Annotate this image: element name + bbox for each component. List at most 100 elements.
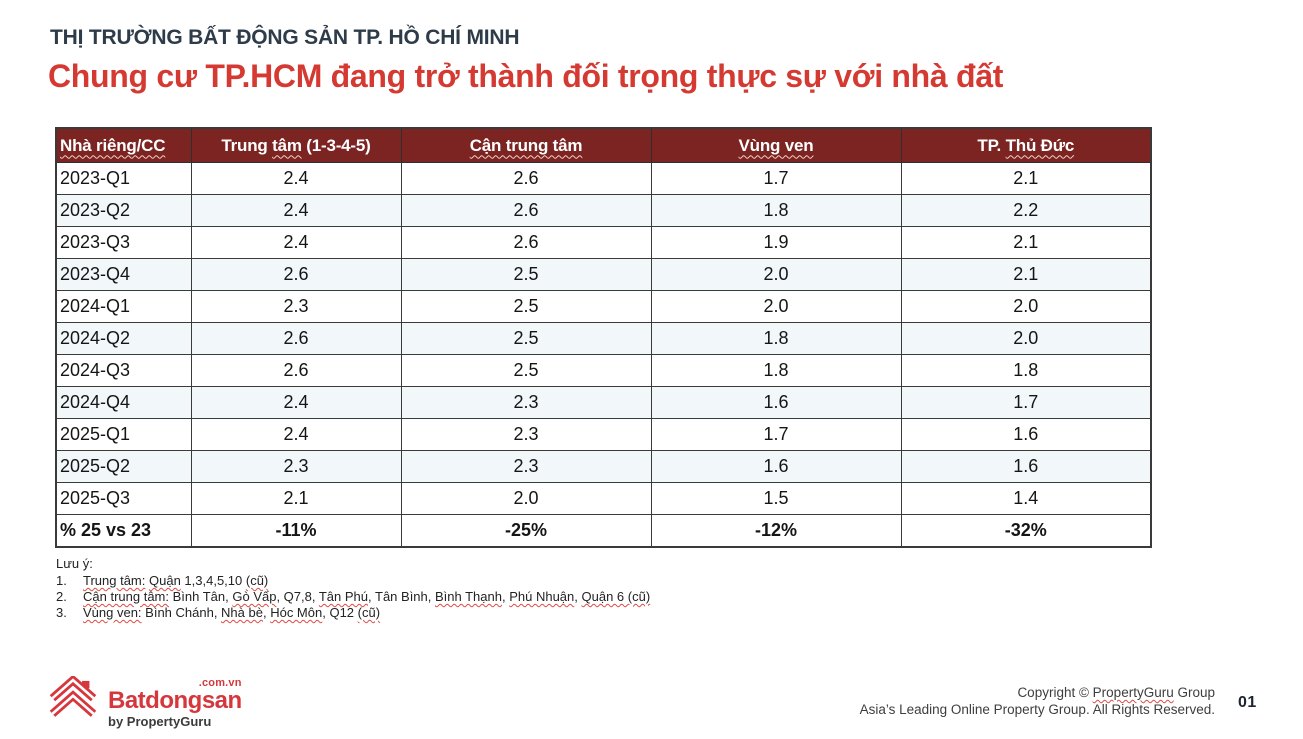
table-cell: 1.6 [650, 450, 902, 483]
row-label: 2025-Q3 [55, 482, 192, 515]
table-row: 2023-Q3 2.4 2.6 1.9 2.1 [55, 226, 1152, 259]
table-cell: 1.5 [650, 482, 902, 515]
note-number: 1. [56, 573, 67, 588]
text-segment: Bình Thạnh [434, 589, 502, 604]
text-segment: Copyright © [1017, 685, 1093, 700]
column-header: Cận trung tâm [400, 127, 652, 163]
table-cell: 2.5 [400, 290, 652, 323]
table-cell: 2.0 [400, 482, 652, 515]
copyright-line: Copyright © PropertyGuru Group [860, 684, 1215, 701]
note-item: 2. Cận trung tâm: Bình Tân, Gò Vấp, Q7,8,… [56, 589, 816, 605]
footnotes: Lưu ý: 1. Trung tâm: Quận 1,3,4,5,10 (cũ)… [56, 556, 816, 621]
text-segment: TP. [977, 135, 1006, 155]
table-cell: 2.0 [650, 290, 902, 323]
row-label: 2024-Q1 [55, 290, 192, 323]
row-label: 2023-Q1 [55, 162, 192, 195]
text-segment: Thủ Đức [1005, 135, 1075, 155]
slide-kicker: THỊ TRƯỜNG BẤT ĐỘNG SẢN TP. HỒ CHÍ MINH [50, 26, 520, 49]
note-number: 3. [56, 605, 67, 620]
table-row: % 25 vs 23 -11% -25% -12% -32% [55, 514, 1152, 548]
table-cell: 1.9 [650, 226, 902, 259]
table-cell: -32% [900, 514, 1152, 548]
table-cell: 2.4 [190, 226, 402, 259]
table-cell: -25% [400, 514, 652, 548]
text-segment: Cận trung tâm: [83, 589, 169, 604]
row-label: 2024-Q3 [55, 354, 192, 387]
table-cell: 2.5 [400, 258, 652, 291]
table-row: 2025-Q2 2.3 2.3 1.6 1.6 [55, 450, 1152, 483]
table-cell: 2.4 [190, 418, 402, 451]
table-cell: -12% [650, 514, 902, 548]
row-label: 2023-Q2 [55, 194, 192, 227]
table-row: 2024-Q1 2.3 2.5 2.0 2.0 [55, 290, 1152, 323]
table-cell: 1.8 [900, 354, 1152, 387]
text-segment: 1,3,4,5,10 [180, 573, 246, 588]
text-segment: Tân Phú [318, 589, 369, 604]
table-cell: 2.3 [190, 290, 402, 323]
table-cell: 2.5 [400, 354, 652, 387]
text-segment: (cũ) [245, 573, 269, 588]
logo-text: .com.vn Batdongsan by PropertyGuru [108, 676, 242, 730]
price-index-table: Nhà riêng/CC Trung tâm (1-3-4-5) Cận trung… [55, 127, 1152, 548]
table-cell: 2.3 [400, 418, 652, 451]
table-cell: 1.7 [650, 162, 902, 195]
table-row: 2023-Q2 2.4 2.6 1.8 2.2 [55, 194, 1152, 227]
note-item: 3. Vùng ven: Bình Chánh, Nhà bè, Hóc Môn,… [56, 605, 816, 621]
brand-name: Batdongsan [108, 687, 242, 714]
table-header-row: Nhà riêng/CC Trung tâm (1-3-4-5) Cận trung… [55, 127, 1152, 163]
table-cell: 2.0 [900, 290, 1152, 323]
table-cell: 2.2 [900, 194, 1152, 227]
text-segment: Nhà bè [221, 605, 263, 620]
batdongsan-logo: .com.vn Batdongsan by PropertyGuru [44, 676, 242, 729]
text-segment: Trung tâm: [83, 573, 146, 588]
text-segment: Phú Nhuận [509, 589, 575, 604]
row-label: 2025-Q1 [55, 418, 192, 451]
text-segment: Bình Tân, [169, 589, 233, 604]
text-segment: Gò Vấp [232, 589, 277, 604]
column-header: Nhà riêng/CC [55, 127, 192, 163]
table-cell: 2.6 [400, 162, 652, 195]
text-segment: , [262, 605, 271, 620]
table-row: 2024-Q3 2.6 2.5 1.8 1.8 [55, 354, 1152, 387]
row-label: 2023-Q4 [55, 258, 192, 291]
table-cell: 2.6 [190, 322, 402, 355]
column-header: Trung tâm (1-3-4-5) [190, 127, 402, 163]
table-cell: 2.6 [400, 226, 652, 259]
row-label: 2024-Q4 [55, 386, 192, 419]
note-text: Vùng ven: Bình Chánh, Nhà bè, Hóc Môn, Q… [83, 605, 380, 621]
table-row: 2023-Q1 2.4 2.6 1.7 2.1 [55, 162, 1152, 195]
table-cell: 2.3 [400, 386, 652, 419]
footnotes-list: 1. Trung tâm: Quận 1,3,4,5,10 (cũ) 2. Cận t… [56, 573, 816, 621]
table-cell: 2.1 [900, 258, 1152, 291]
table-cell: 2.0 [900, 322, 1152, 355]
text-segment: Quận 6 (cũ) [581, 589, 651, 604]
text-segment: Vùng ven [738, 135, 814, 155]
table-cell: 2.3 [190, 450, 402, 483]
brand-byline: by PropertyGuru [108, 714, 212, 729]
text-segment: Cận trung tâm [469, 135, 583, 155]
table-header: Nhà riêng/CC Trung tâm (1-3-4-5) Cận trung… [55, 127, 1152, 163]
text-segment: , [574, 589, 582, 604]
table-cell: 2.3 [400, 450, 652, 483]
text-segment: , Q7,8, [276, 589, 319, 604]
table-cell: -11% [190, 514, 402, 548]
row-label: % 25 vs 23 [55, 514, 192, 548]
table-cell: 1.7 [900, 386, 1152, 419]
table-cell: 1.8 [650, 354, 902, 387]
table-cell: 1.6 [650, 386, 902, 419]
table-row: 2023-Q4 2.6 2.5 2.0 2.1 [55, 258, 1152, 291]
text-segment: Trung [221, 135, 273, 155]
text-segment: Bình Chánh, [141, 605, 222, 620]
brand-domain: .com.vn [198, 677, 242, 689]
table-cell: 1.6 [900, 450, 1152, 483]
row-label: 2025-Q2 [55, 450, 192, 483]
row-label: 2023-Q3 [55, 226, 192, 259]
table-cell: 1.4 [900, 482, 1152, 515]
table-cell: 2.4 [190, 162, 402, 195]
table-cell: 2.0 [650, 258, 902, 291]
table-cell: 2.1 [900, 226, 1152, 259]
table-cell: 2.5 [400, 322, 652, 355]
table-cell: 1.8 [650, 322, 902, 355]
table-cell: 1.8 [650, 194, 902, 227]
